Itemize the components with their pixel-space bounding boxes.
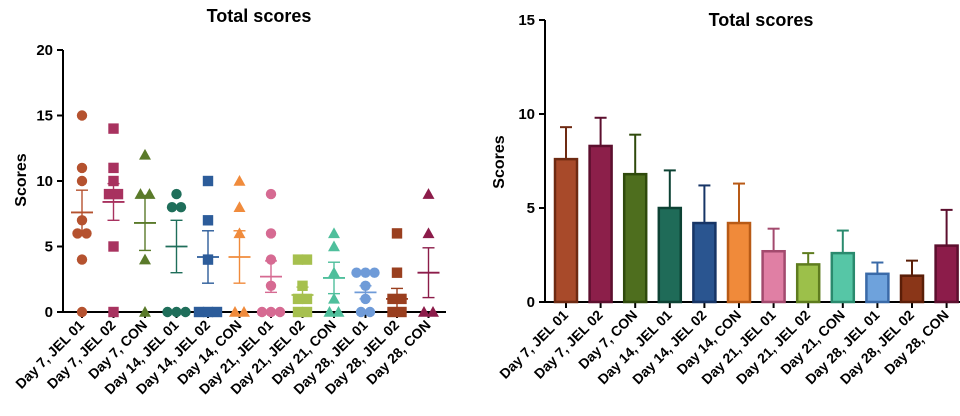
data-point-circle	[265, 188, 277, 200]
data-point-square	[292, 254, 304, 265]
bar	[899, 274, 925, 304]
data-point-circle	[72, 228, 83, 239]
data-point-triangle	[134, 188, 147, 199]
data-point-triangle	[238, 306, 250, 317]
data-point-square	[193, 306, 205, 318]
data-point-square	[211, 306, 223, 318]
data-point-triangle	[328, 292, 340, 304]
data-point-circle	[369, 267, 380, 278]
left-y-tick-label: 0	[45, 304, 53, 321]
data-point-square	[297, 280, 308, 291]
data-point-square	[108, 175, 119, 187]
data-point-square	[301, 293, 313, 305]
data-point-circle	[355, 306, 367, 318]
data-point-square	[387, 306, 398, 318]
data-point-triangle	[233, 201, 246, 212]
left-y-axis-label: Scores	[13, 153, 30, 206]
right-y-tick-label: 5	[527, 200, 535, 217]
bar	[726, 221, 752, 304]
data-point-square	[108, 241, 119, 252]
data-point-triangle	[422, 227, 435, 239]
data-point-square	[301, 306, 313, 318]
data-point-square	[301, 254, 313, 265]
data-point-square	[112, 188, 124, 200]
data-point-circle	[171, 306, 182, 318]
data-point-circle	[364, 306, 376, 318]
bar	[657, 206, 683, 304]
data-point-square	[202, 306, 214, 318]
bar	[761, 249, 786, 304]
bar	[588, 144, 613, 304]
data-point-circle	[162, 306, 173, 318]
data-point-triangle	[323, 306, 336, 317]
data-point-circle	[76, 110, 88, 121]
data-point-triangle	[139, 148, 151, 160]
data-point-circle	[180, 306, 191, 318]
bar	[553, 157, 579, 304]
data-point-circle	[360, 267, 371, 278]
data-point-triangle	[139, 253, 151, 265]
data-point-square	[391, 228, 403, 239]
data-point-square	[202, 215, 214, 226]
data-point-circle	[256, 306, 268, 318]
data-point-triangle	[332, 306, 345, 317]
data-point-triangle	[328, 240, 340, 252]
data-point-square	[108, 162, 119, 174]
data-point-circle	[274, 306, 286, 318]
bar	[795, 263, 821, 304]
data-point-circle	[175, 202, 187, 213]
data-point-circle	[265, 254, 277, 265]
right-y-tick-label: 10	[518, 106, 535, 123]
data-point-circle	[265, 306, 277, 318]
data-point-triangle	[139, 306, 151, 317]
right-y-tick-label: 0	[527, 294, 535, 311]
data-point-triangle	[418, 306, 430, 317]
left-chart-title: Total scores	[207, 6, 312, 26]
bar	[865, 272, 890, 304]
data-point-circle	[76, 254, 88, 265]
data-point-circle	[76, 162, 88, 174]
data-point-square	[396, 306, 407, 318]
data-point-square	[292, 306, 304, 318]
data-point-triangle	[233, 175, 246, 186]
right-chart-title: Total scores	[709, 10, 814, 30]
data-point-circle	[76, 175, 88, 187]
data-point-square	[108, 123, 119, 134]
data-point-triangle	[143, 188, 156, 199]
left-y-tick-label: 20	[36, 42, 53, 59]
left-y-tick-label: 15	[36, 108, 53, 125]
data-point-triangle	[229, 306, 241, 317]
left-y-tick-label: 5	[45, 239, 53, 256]
data-point-triangle	[427, 306, 439, 317]
data-point-circle	[81, 228, 92, 239]
left-y-tick-label: 10	[36, 173, 53, 190]
data-point-square	[103, 188, 115, 200]
data-point-circle	[351, 267, 362, 278]
data-point-circle	[166, 202, 178, 213]
bar	[692, 221, 717, 304]
data-point-circle	[171, 188, 182, 200]
bar	[622, 172, 648, 304]
data-point-square	[292, 293, 304, 305]
bar	[830, 251, 856, 304]
bar	[934, 244, 959, 304]
data-point-circle	[76, 306, 88, 318]
data-point-triangle	[422, 188, 435, 199]
data-point-circle	[265, 228, 277, 239]
data-point-square	[202, 175, 214, 187]
right-y-tick-label: 15	[518, 12, 535, 29]
data-point-square	[108, 306, 119, 318]
data-point-triangle	[328, 227, 340, 239]
data-point-square	[391, 267, 403, 278]
right-y-axis-label: Scores	[491, 135, 508, 188]
